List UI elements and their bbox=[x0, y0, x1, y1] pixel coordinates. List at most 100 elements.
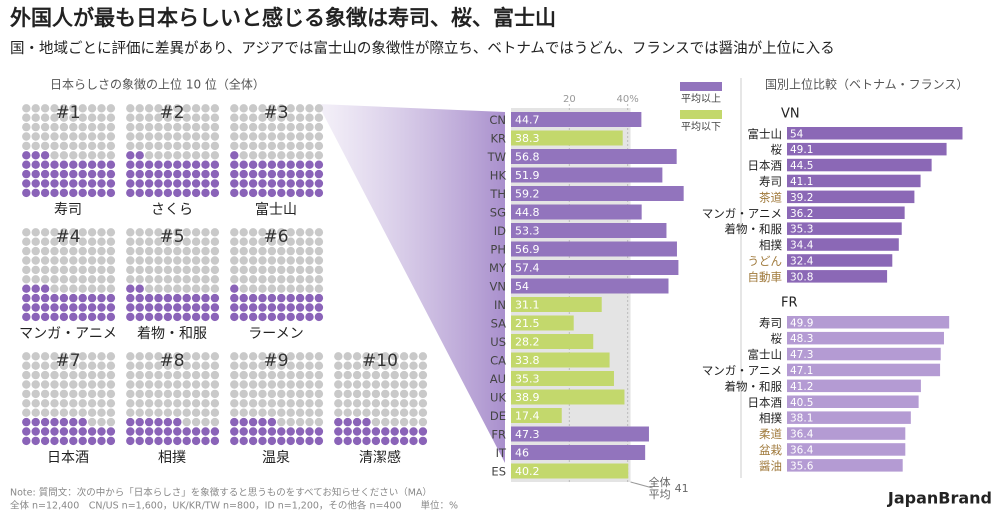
waffle-dot bbox=[106, 246, 116, 256]
waffle-dot bbox=[87, 228, 97, 237]
waffle-dot-filled bbox=[201, 179, 210, 188]
bar bbox=[787, 158, 932, 172]
waffle-dot bbox=[248, 380, 258, 389]
waffle-dot bbox=[126, 113, 135, 122]
waffle-dot-filled bbox=[59, 160, 69, 169]
waffle-dot bbox=[418, 370, 428, 380]
waffle-dot bbox=[314, 104, 324, 113]
waffle-dot bbox=[248, 122, 258, 132]
rank-label: #7 bbox=[55, 351, 80, 371]
waffle-dot bbox=[182, 141, 191, 151]
waffle-dot bbox=[295, 284, 305, 293]
waffle-dot bbox=[154, 265, 163, 275]
waffle-dot bbox=[352, 399, 362, 408]
waffle-dot-filled bbox=[210, 188, 220, 198]
waffle-dot bbox=[50, 275, 59, 284]
waffle-dot bbox=[50, 246, 59, 256]
waffle-dot bbox=[352, 361, 362, 370]
waffle-dot-filled bbox=[230, 303, 239, 312]
waffle-dot-filled bbox=[267, 427, 277, 436]
waffle-dot bbox=[59, 408, 69, 417]
waffle-dot bbox=[314, 284, 324, 293]
waffle-dot-filled bbox=[267, 303, 277, 312]
waffle-dot bbox=[191, 408, 201, 417]
section-title: 国別上位比較（ベトナム・フランス） bbox=[765, 77, 968, 92]
waffle-dot bbox=[239, 370, 248, 380]
bar bbox=[511, 315, 574, 331]
bar bbox=[511, 426, 649, 442]
waffle-dot-filled bbox=[191, 303, 201, 312]
waffle-dot bbox=[239, 113, 248, 122]
waffle-dot bbox=[106, 370, 116, 380]
waffle-dot-filled bbox=[22, 427, 31, 436]
bar bbox=[511, 112, 642, 127]
waffle-dot bbox=[78, 361, 87, 370]
category-label: 温泉 bbox=[262, 449, 290, 466]
waffle-dot-filled bbox=[87, 436, 97, 446]
waffle-dot bbox=[154, 228, 163, 237]
waffle-dot-filled bbox=[40, 312, 50, 322]
waffle-dot bbox=[239, 361, 248, 370]
waffle-dot-filled bbox=[106, 303, 116, 312]
waffle-dot bbox=[201, 265, 210, 275]
waffle-dot-filled bbox=[258, 312, 267, 322]
waffle-dot bbox=[154, 132, 163, 141]
waffle-dot bbox=[239, 284, 248, 293]
value-label: 17.4 bbox=[515, 410, 540, 423]
waffle-dot bbox=[173, 352, 182, 361]
waffle-dot bbox=[210, 122, 220, 132]
waffle-dot bbox=[154, 284, 163, 293]
waffle-dot bbox=[59, 113, 69, 122]
waffle-dot-filled bbox=[248, 417, 258, 427]
waffle-dot-filled bbox=[69, 160, 78, 169]
waffle-dot bbox=[173, 389, 182, 399]
waffle-dot bbox=[154, 122, 163, 132]
waffle-dot-filled bbox=[381, 436, 390, 446]
waffle-dot bbox=[267, 380, 277, 389]
waffle-dot bbox=[97, 361, 106, 370]
waffle-dot bbox=[248, 141, 258, 151]
waffle-dot bbox=[248, 370, 258, 380]
category-label: 寿司 bbox=[54, 201, 82, 218]
waffle-dot bbox=[239, 141, 248, 151]
waffle-dot bbox=[210, 104, 220, 113]
waffle-dot-filled bbox=[126, 179, 135, 188]
waffle-dot-filled bbox=[399, 436, 409, 446]
waffle-dot bbox=[239, 265, 248, 275]
waffle-dot-filled bbox=[50, 303, 59, 312]
waffle-dot bbox=[59, 151, 69, 160]
waffle-dot bbox=[314, 380, 324, 389]
waffle bbox=[334, 352, 428, 446]
waffle-dot bbox=[78, 141, 87, 151]
waffle-dot-filled bbox=[173, 417, 182, 427]
waffle-dot bbox=[305, 151, 314, 160]
waffle-dot-filled bbox=[210, 169, 220, 179]
waffle-dot-filled bbox=[87, 427, 97, 436]
waffle-dot bbox=[210, 352, 220, 361]
waffle-dot bbox=[305, 246, 314, 256]
waffle-dot bbox=[230, 228, 239, 237]
waffle-dot bbox=[201, 246, 210, 256]
waffle-dot bbox=[106, 228, 116, 237]
waffle-dot-filled bbox=[286, 179, 295, 188]
waffle-dot bbox=[409, 408, 418, 417]
waffle-dot-filled bbox=[295, 188, 305, 198]
waffle-dot bbox=[182, 246, 191, 256]
category-label: マンガ・アニメ bbox=[702, 363, 782, 377]
waffle-dot bbox=[59, 256, 69, 265]
waffle-dot bbox=[69, 246, 78, 256]
waffle-dot bbox=[248, 284, 258, 293]
waffle-dot bbox=[201, 151, 210, 160]
waffle-dot-filled bbox=[362, 427, 371, 436]
waffle-dot-filled bbox=[201, 160, 210, 169]
waffle-dot bbox=[305, 284, 314, 293]
waffle-dot-filled bbox=[40, 284, 50, 293]
waffle-dot bbox=[182, 370, 191, 380]
panel-title: FR bbox=[781, 296, 798, 311]
waffle-dot bbox=[22, 380, 31, 389]
waffle-dot bbox=[295, 275, 305, 284]
category-label: US bbox=[490, 335, 506, 349]
waffle-dot bbox=[97, 122, 106, 132]
waffle-dot bbox=[362, 399, 371, 408]
waffle-dot-filled bbox=[286, 427, 295, 436]
